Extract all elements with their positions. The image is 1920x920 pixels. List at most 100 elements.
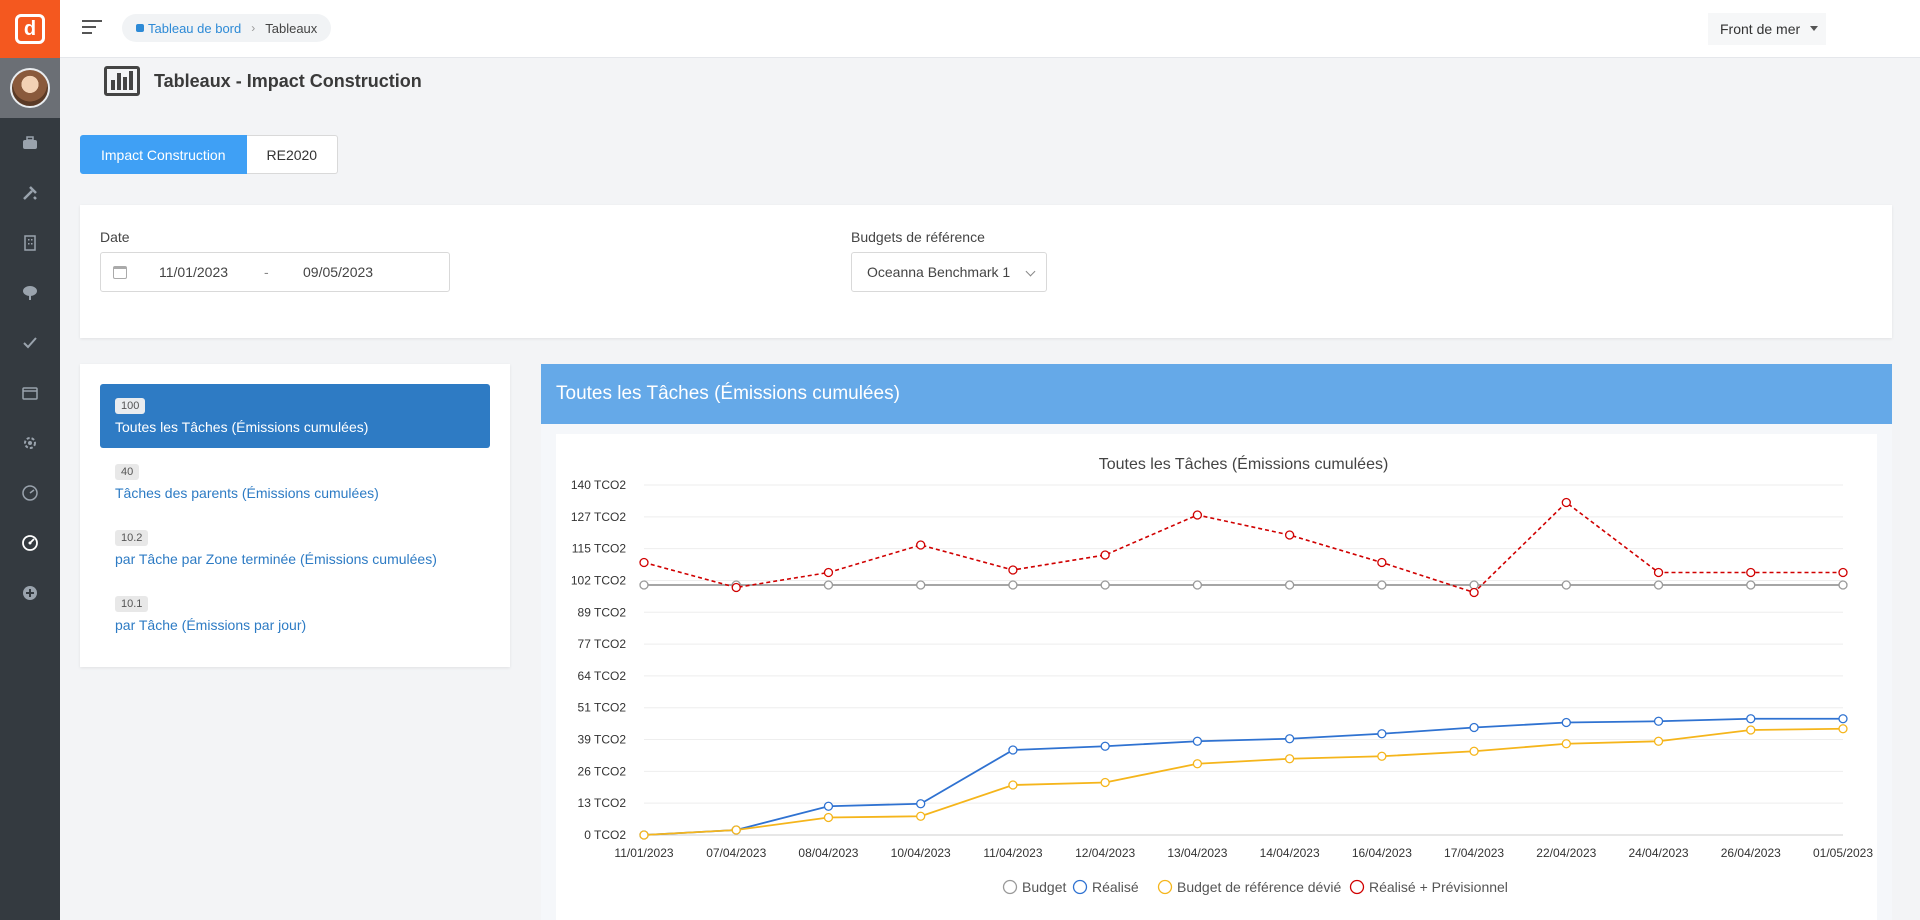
x-tick-label: 08/04/2023 xyxy=(798,846,858,860)
tree-icon xyxy=(23,286,37,300)
chevron-down-icon xyxy=(1025,266,1036,277)
data-point xyxy=(1008,745,1018,755)
report-item-parent-tasks[interactable]: 40 Tâches des parents (Émissions cumulée… xyxy=(100,450,490,514)
calendar-icon xyxy=(113,265,127,279)
app-logo[interactable]: d xyxy=(0,0,60,58)
plus-circle-icon xyxy=(23,586,37,600)
data-point xyxy=(639,580,649,590)
date-range-picker[interactable]: 11/01/2023 - 09/05/2023 xyxy=(100,252,450,292)
data-point xyxy=(731,825,741,835)
data-point xyxy=(916,540,926,550)
date-end-input[interactable]: 09/05/2023 xyxy=(303,264,374,280)
briefcase-icon xyxy=(23,136,37,149)
sidebar-item-projects[interactable] xyxy=(0,118,60,168)
legend-label: Budget de référence dévié xyxy=(1177,879,1341,895)
report-item-task-zone[interactable]: 10.2 par Tâche par Zone terminée (Émissi… xyxy=(100,516,490,580)
y-tick-label: 77 TCO2 xyxy=(578,637,627,651)
sidebar-item-folder[interactable] xyxy=(0,368,60,418)
check-icon xyxy=(23,337,37,349)
chart-title: Toutes les Tâches (Émissions cumulées) xyxy=(1099,454,1389,473)
folder-icon xyxy=(22,387,38,400)
report-item-all-tasks[interactable]: 100 Toutes les Tâches (Émissions cumulée… xyxy=(100,384,490,448)
sidebar-item-tools[interactable] xyxy=(0,168,60,218)
data-point xyxy=(1561,739,1571,749)
site-selector[interactable]: Front de mer xyxy=(1708,13,1826,45)
sidebar-item-settings[interactable] xyxy=(0,418,60,468)
data-point xyxy=(1838,580,1848,590)
page-header: Tableaux - Impact Construction xyxy=(104,66,422,96)
tab-re2020[interactable]: RE2020 xyxy=(246,135,339,174)
sidebar-item-analytics[interactable] xyxy=(0,468,60,518)
report-badge: 100 xyxy=(115,398,146,414)
x-tick-label: 07/04/2023 xyxy=(706,846,766,860)
legend-marker xyxy=(1157,879,1173,895)
data-point xyxy=(916,799,926,809)
chart-container: Toutes les Tâches (Émissions cumulées) 0 … xyxy=(556,434,1877,920)
sidebar-item-add[interactable] xyxy=(0,568,60,618)
data-point xyxy=(1469,722,1479,733)
report-item-task-daily[interactable]: 10.1 par Tâche (Émissions par jour) xyxy=(100,582,490,646)
sidebar-avatar[interactable] xyxy=(0,58,60,118)
breadcrumb-home-label: Tableau de bord xyxy=(148,20,242,36)
data-point xyxy=(1377,729,1387,739)
report-badge: 40 xyxy=(115,464,140,480)
report-list-panel: 100 Toutes les Tâches (Émissions cumulée… xyxy=(80,364,510,667)
breadcrumb-current: Tableaux xyxy=(265,20,318,36)
data-point xyxy=(1561,497,1571,508)
data-point xyxy=(1100,580,1110,590)
data-point xyxy=(1838,567,1848,578)
data-point xyxy=(1838,724,1848,734)
data-point xyxy=(1284,734,1295,744)
data-point xyxy=(1008,565,1018,575)
sidebar-item-tasks[interactable] xyxy=(0,318,60,368)
data-point xyxy=(1008,780,1018,790)
y-tick-label: 13 TCO2 xyxy=(578,796,627,810)
data-point xyxy=(1746,714,1756,724)
y-tick-label: 89 TCO2 xyxy=(578,605,627,619)
sidebar-item-environment[interactable] xyxy=(0,268,60,318)
data-point xyxy=(1377,751,1387,761)
report-label: Tâches des parents (Émissions cumulées) xyxy=(115,485,379,501)
data-point xyxy=(1838,714,1848,724)
y-tick-label: 140 TCO2 xyxy=(571,478,626,492)
legend-marker xyxy=(1349,879,1365,895)
date-label: Date xyxy=(100,229,130,245)
bar-chart-icon xyxy=(104,66,140,96)
y-tick-label: 51 TCO2 xyxy=(578,701,627,715)
breadcrumb-home-link[interactable]: Tableau de bord xyxy=(136,21,241,36)
legend-label: Réalisé + Prévisionnel xyxy=(1369,879,1508,895)
data-point xyxy=(731,582,741,593)
y-tick-label: 0 TCO2 xyxy=(584,828,626,842)
data-point xyxy=(1100,550,1110,560)
y-tick-label: 64 TCO2 xyxy=(578,669,627,683)
budget-select-value: Oceanna Benchmark 1 xyxy=(867,264,1011,280)
data-point xyxy=(1561,580,1571,590)
data-point xyxy=(1377,557,1387,568)
sidebar-item-dashboards[interactable] xyxy=(0,518,60,568)
data-point xyxy=(1653,716,1664,726)
sidebar: d xyxy=(0,0,60,920)
budget-reference-select[interactable]: Oceanna Benchmark 1 xyxy=(851,252,1047,292)
sidebar-item-building[interactable] xyxy=(0,218,60,268)
chart-panel: Toutes les Tâches (Émissions cumulées) T… xyxy=(541,364,1892,920)
tab-impact-construction[interactable]: Impact Construction xyxy=(80,135,247,174)
data-point xyxy=(823,801,834,811)
data-point xyxy=(1653,567,1664,578)
menu-toggle-icon[interactable] xyxy=(82,20,102,36)
data-point xyxy=(1100,741,1110,751)
gear-icon xyxy=(24,437,36,449)
report-label: par Tâche (Émissions par jour) xyxy=(115,617,307,633)
date-start-input[interactable]: 11/01/2023 xyxy=(159,264,229,280)
y-tick-label: 127 TCO2 xyxy=(571,510,626,524)
data-point xyxy=(1100,777,1110,788)
tools-icon xyxy=(23,186,37,200)
report-badge: 10.2 xyxy=(115,530,149,546)
legend-label: Réalisé xyxy=(1092,879,1139,895)
avatar-image xyxy=(10,68,50,108)
legend-marker xyxy=(1072,879,1088,895)
data-point xyxy=(1469,746,1479,756)
y-tick-label: 102 TCO2 xyxy=(571,573,626,587)
caret-down-icon xyxy=(1810,26,1818,31)
data-point xyxy=(1192,759,1203,769)
data-point xyxy=(1469,587,1479,598)
